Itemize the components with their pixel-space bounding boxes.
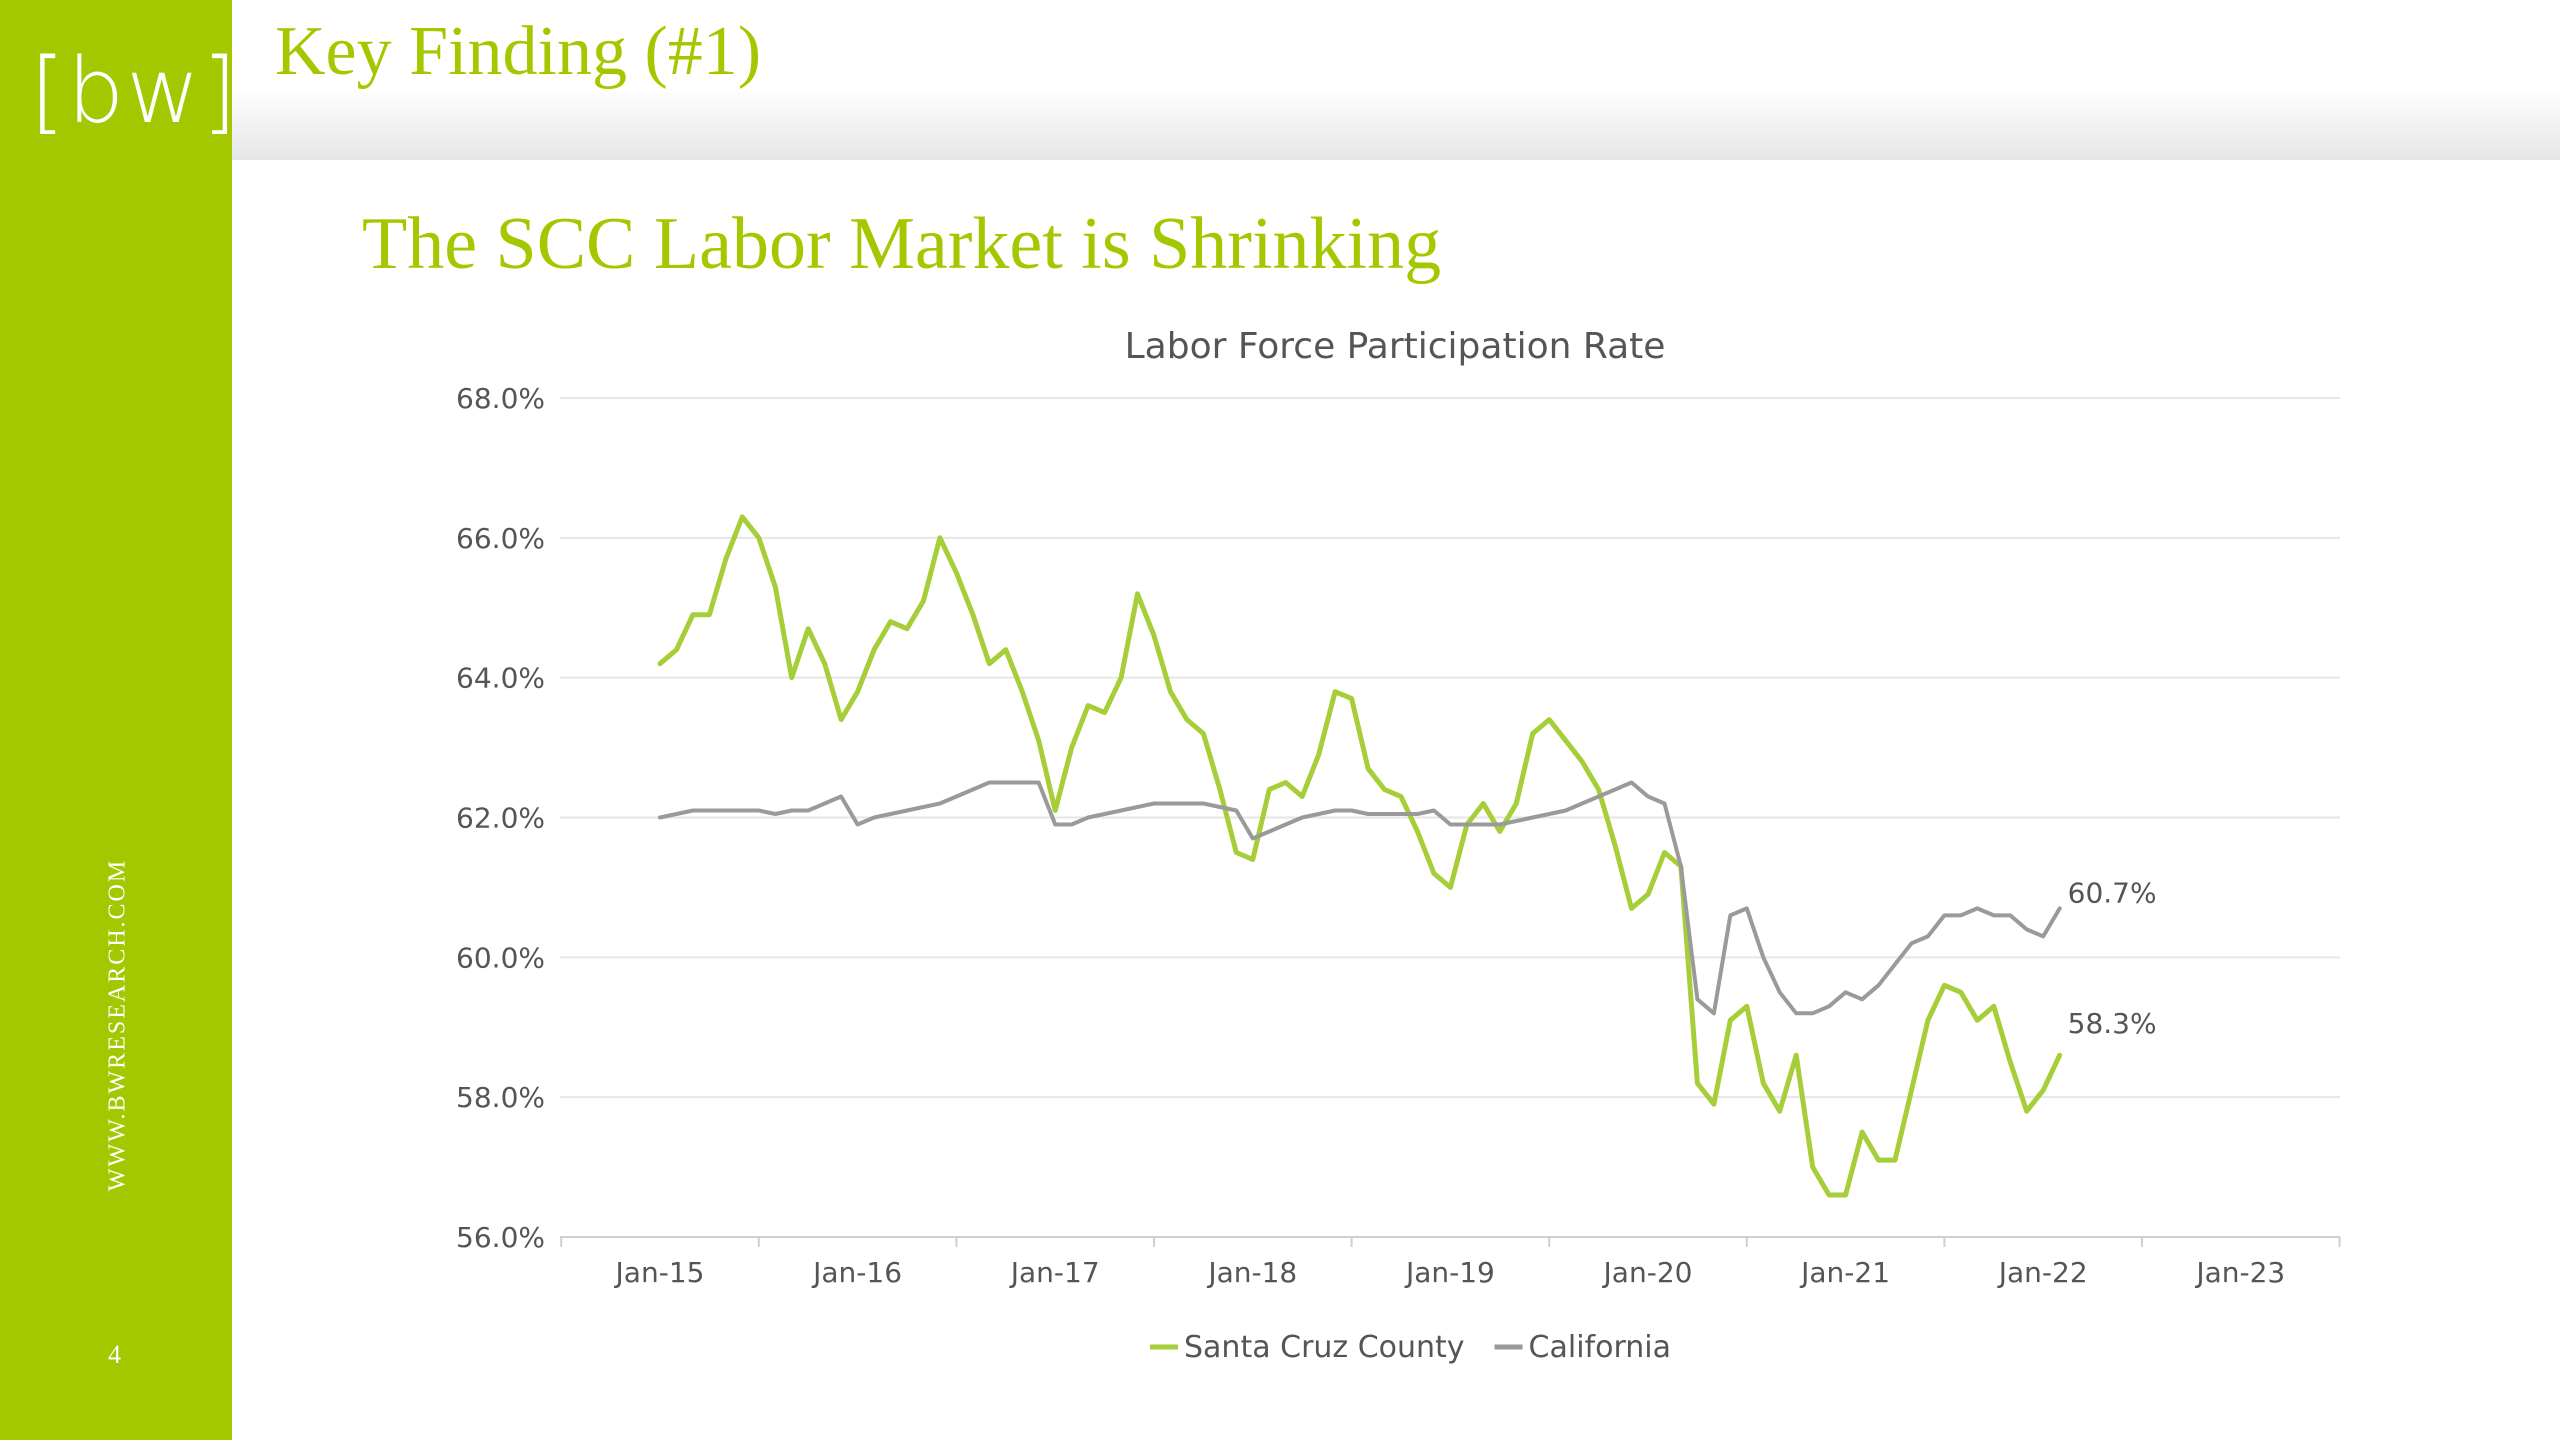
y-tick-label: 60.0%	[456, 941, 545, 974]
x-tick-label: Jan-20	[1602, 1256, 1693, 1289]
x-tick-label: Jan-21	[1799, 1256, 1890, 1289]
page-number: 4	[108, 1340, 121, 1369]
data-label: 58.3%	[2068, 1007, 2157, 1040]
y-tick-label: 62.0%	[456, 802, 545, 835]
bw-logo: [bw]	[30, 39, 239, 144]
x-tick-label: Jan-17	[1009, 1256, 1100, 1289]
slide-subtitle: The SCC Labor Market is Shrinking	[362, 203, 1442, 285]
x-tick-label: Jan-15	[614, 1256, 705, 1289]
y-tick-label: 64.0%	[456, 662, 545, 695]
chart-title: Labor Force Participation Rate	[1125, 326, 1666, 367]
x-tick-label: Jan-22	[1997, 1256, 2088, 1289]
y-tick-label: 66.0%	[456, 522, 545, 555]
grid-lines	[560, 397, 2340, 1238]
sidebar: [bw] WWW.BWRESEARCH.COM 4	[0, 0, 239, 1440]
y-tick-label: 58.0%	[456, 1081, 545, 1114]
x-tick-label: Jan-16	[811, 1256, 902, 1289]
y-tick-label: 68.0%	[456, 382, 545, 415]
header-band	[232, 0, 2560, 160]
y-tick-label: 56.0%	[456, 1221, 545, 1254]
header-title: Key Finding (#1)	[275, 13, 762, 90]
legend-label: California	[1529, 1330, 1671, 1365]
x-tick-label: Jan-19	[1404, 1256, 1495, 1289]
annotations: 60.7% 58.3%	[2068, 876, 2157, 1040]
series-lines	[657, 514, 2063, 1198]
axis-labels: 68.0% 66.0% 64.0% 62.0% 60.0% 58.0% 56.0% Jan-1…	[456, 382, 2341, 1289]
chart-legend: Santa Cruz County California	[1150, 1330, 1671, 1365]
x-tick-label: Jan-18	[1206, 1256, 1297, 1289]
x-tick-label: Jan-23	[2194, 1256, 2285, 1289]
series-line-california	[658, 780, 2062, 1016]
data-label: 60.7%	[2068, 876, 2157, 909]
series-line-santa-cruz-county	[657, 514, 2063, 1198]
legend-label: Santa Cruz County	[1184, 1330, 1465, 1365]
